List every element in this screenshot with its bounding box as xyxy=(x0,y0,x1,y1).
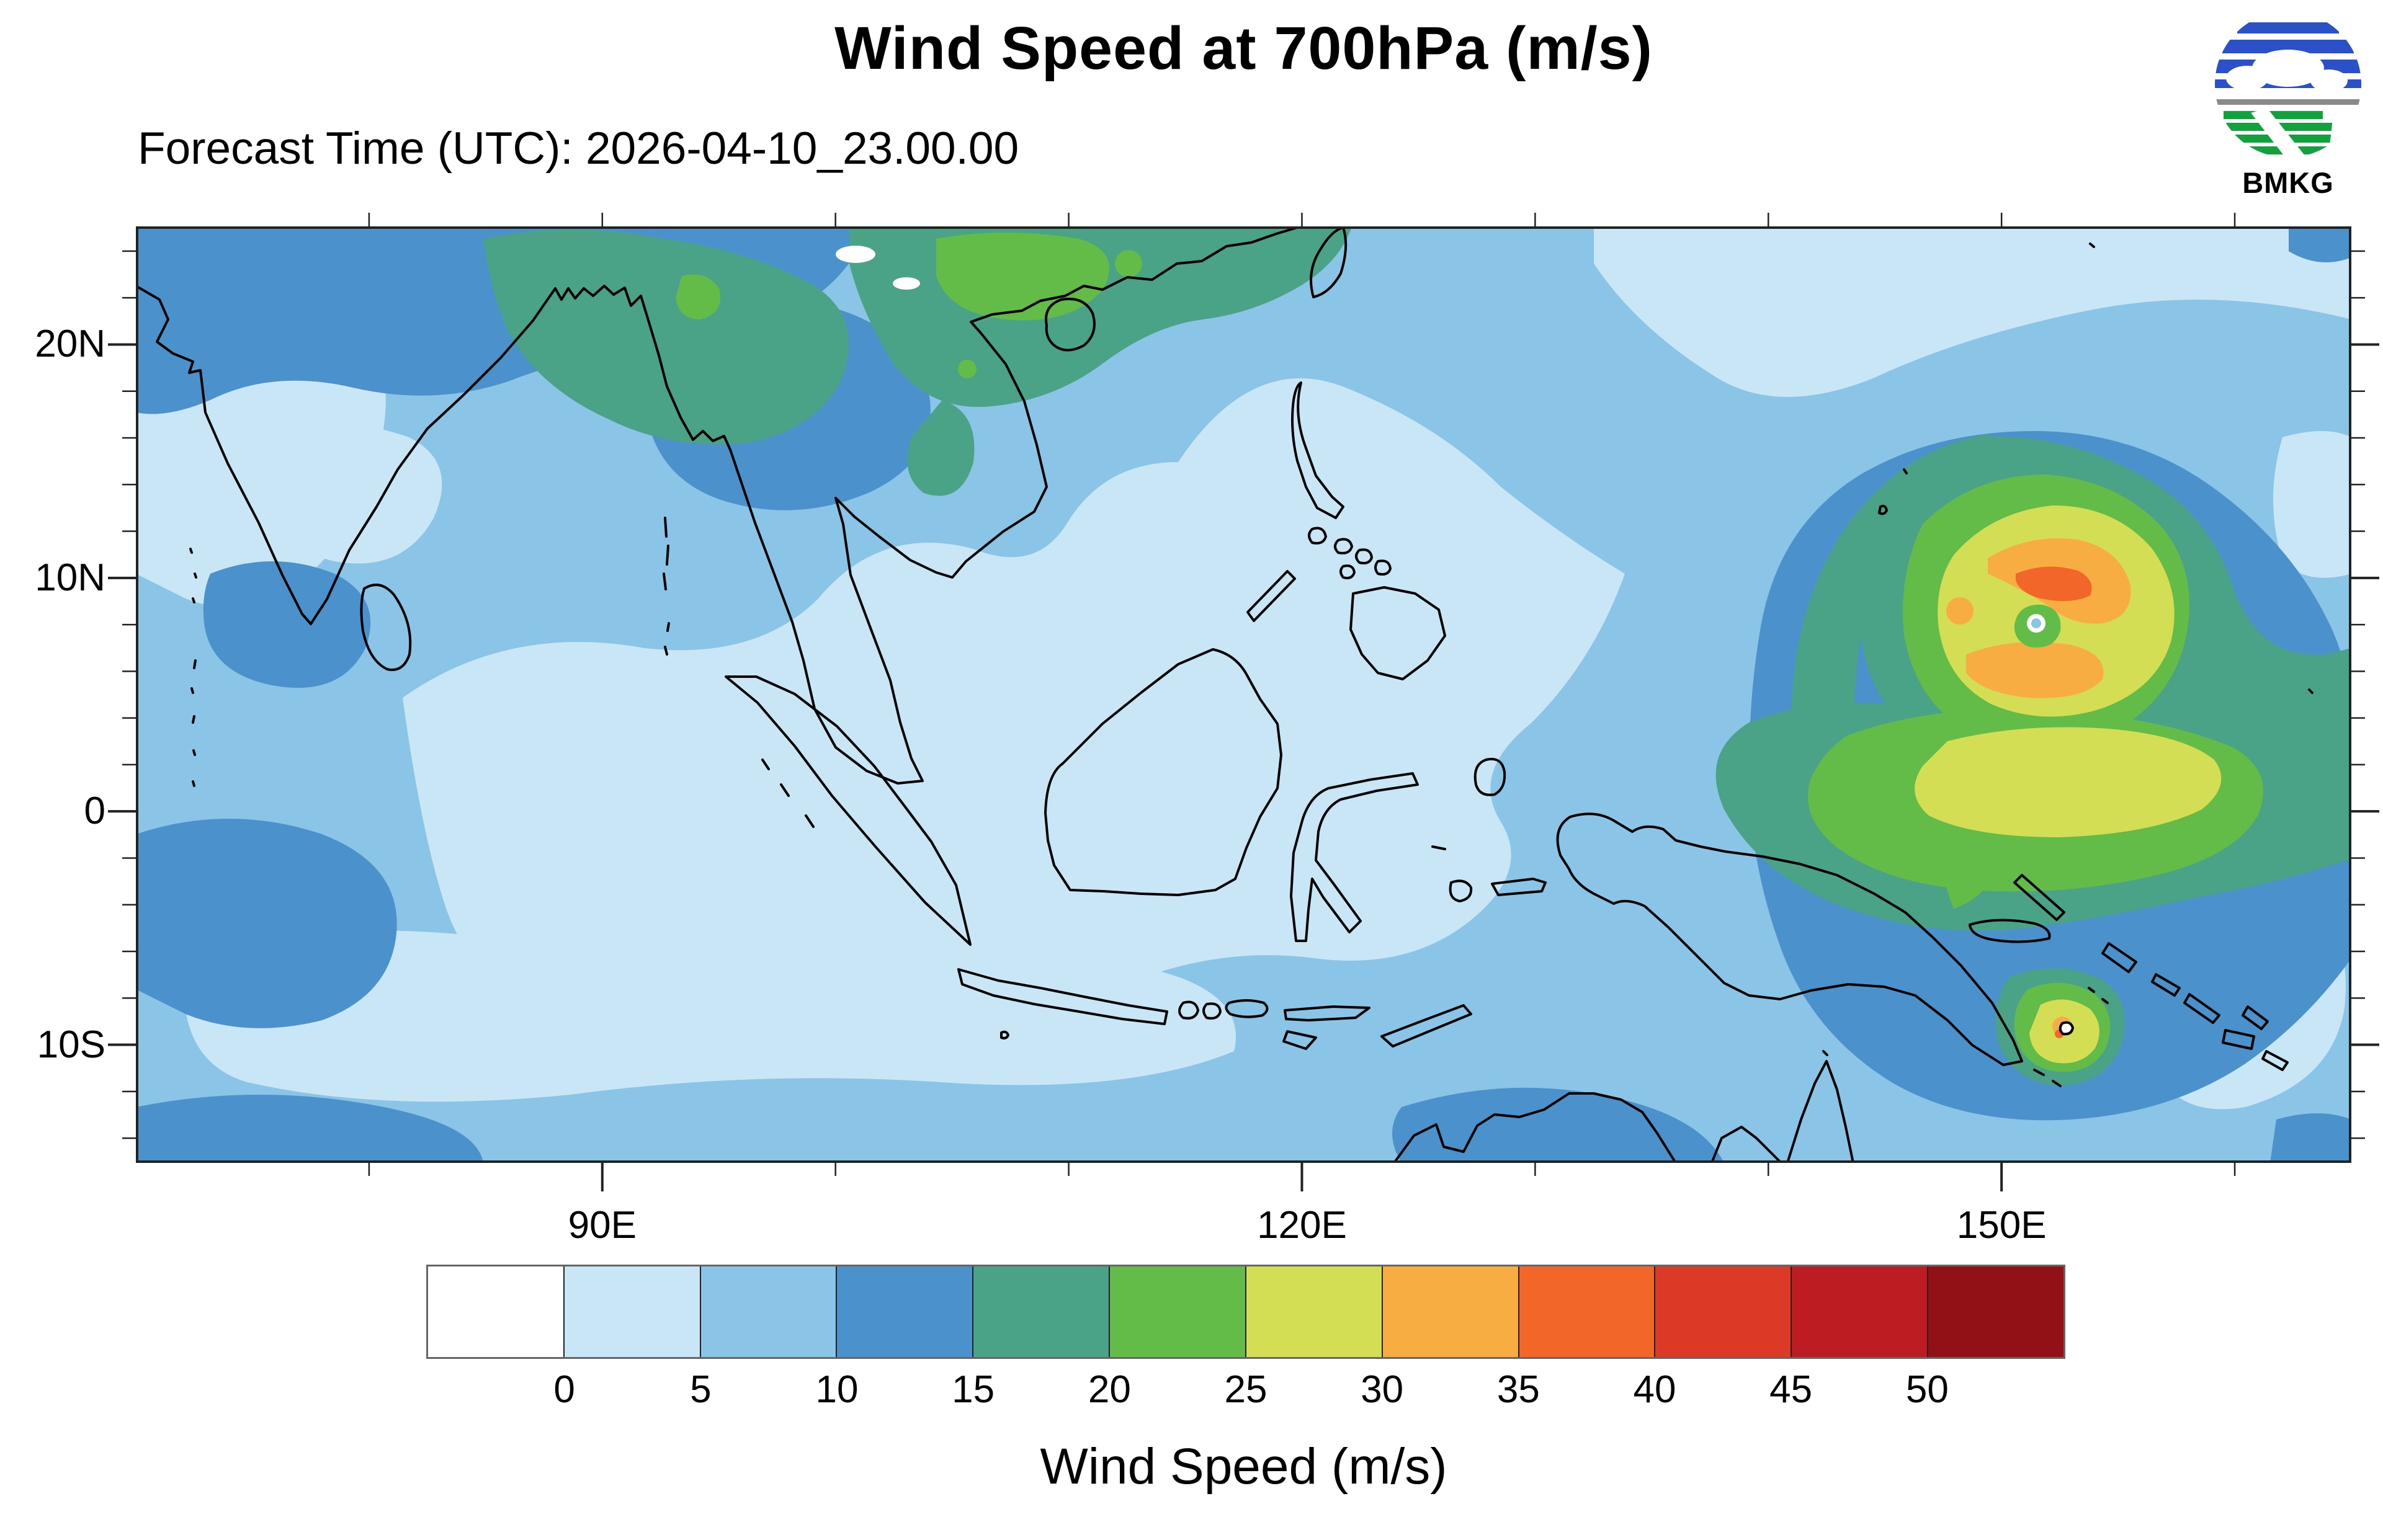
colorbar-tick-label: 5 xyxy=(690,1368,712,1411)
colorbar-cell xyxy=(973,1266,1111,1357)
lat-tick-label: 0 xyxy=(84,790,105,833)
colorbar-cell xyxy=(1655,1266,1792,1357)
colorbar-cell xyxy=(1519,1266,1656,1357)
colorbar-cell xyxy=(1110,1266,1246,1357)
colorbar-cell xyxy=(564,1266,701,1357)
bmkg-logo: BMKG xyxy=(2204,9,2372,200)
map-panel xyxy=(136,226,2351,1163)
lon-tick-label: 150E xyxy=(1956,1204,2047,1247)
colorbar-tick-label: 20 xyxy=(1088,1368,1131,1411)
colorbar-tick-label: 15 xyxy=(952,1368,995,1411)
colorbar-cell xyxy=(1792,1266,1929,1357)
coast-sulawesi xyxy=(1290,772,1419,942)
map-border xyxy=(136,226,2351,1163)
coast-bismarck-solomons xyxy=(1969,874,2289,1087)
coast-borneo xyxy=(1044,648,1282,896)
coast-australia xyxy=(1393,1050,1854,1163)
coast-java xyxy=(957,968,1168,1025)
coast-hainan xyxy=(1045,298,1096,352)
lon-tick-label: 90E xyxy=(568,1204,637,1247)
coast-sri-lanka xyxy=(360,583,412,671)
coast-sumatra xyxy=(725,675,972,946)
forecast-time-label: Forecast Time (UTC): 2026-04-10_23.00.00 xyxy=(138,123,1019,174)
colorbar-cell xyxy=(1246,1266,1383,1357)
coast-andaman-nicobar xyxy=(663,517,670,656)
colorbar-cell xyxy=(428,1266,565,1357)
coast-asia-mainland xyxy=(136,226,1302,785)
lat-tick-label: 10N xyxy=(35,556,105,599)
colorbar-tick-label: 25 xyxy=(1224,1368,1268,1411)
wind-field xyxy=(136,226,2351,1163)
bmkg-logo-text: BMKG xyxy=(2242,166,2334,199)
coast-philippines xyxy=(1246,381,1446,680)
colorbar-tick-label: 40 xyxy=(1633,1368,1676,1411)
coast-mentawai xyxy=(761,759,815,828)
colorbar-cell xyxy=(700,1266,838,1357)
coast-lesser-sunda xyxy=(1178,999,1472,1050)
lat-tick-label: 10S xyxy=(37,1023,105,1066)
coast-small-islands xyxy=(1000,243,2314,1039)
typhoon-eye xyxy=(2014,604,2061,648)
colorbar-tick-label: 50 xyxy=(1905,1368,1949,1411)
colorbar-tick-label: 45 xyxy=(1769,1368,1813,1411)
colorbar-tick-label: 0 xyxy=(553,1368,575,1411)
colorbar-cell xyxy=(837,1266,974,1357)
colorbar-cell xyxy=(1928,1266,2063,1357)
colorbar-cell xyxy=(1382,1266,1519,1357)
colorbar-tick-label: 35 xyxy=(1496,1368,1540,1411)
colorbar-tick-label: 10 xyxy=(815,1368,859,1411)
lon-tick-label: 120E xyxy=(1257,1204,1347,1247)
colorbar-tick-label: 30 xyxy=(1361,1368,1404,1411)
bmkg-logo-icon xyxy=(2215,11,2361,158)
colorbar xyxy=(426,1265,2065,1359)
coast-maldives xyxy=(189,548,197,787)
colorbar-title: Wind Speed (m/s) xyxy=(1040,1438,1447,1495)
coast-new-guinea xyxy=(1556,812,2023,1066)
page-title: Wind Speed at 700hPa (m/s) xyxy=(834,14,1653,82)
lat-tick-label: 20N xyxy=(35,323,105,366)
coastlines xyxy=(136,226,2314,1163)
coast-moluccas xyxy=(1431,758,1547,902)
